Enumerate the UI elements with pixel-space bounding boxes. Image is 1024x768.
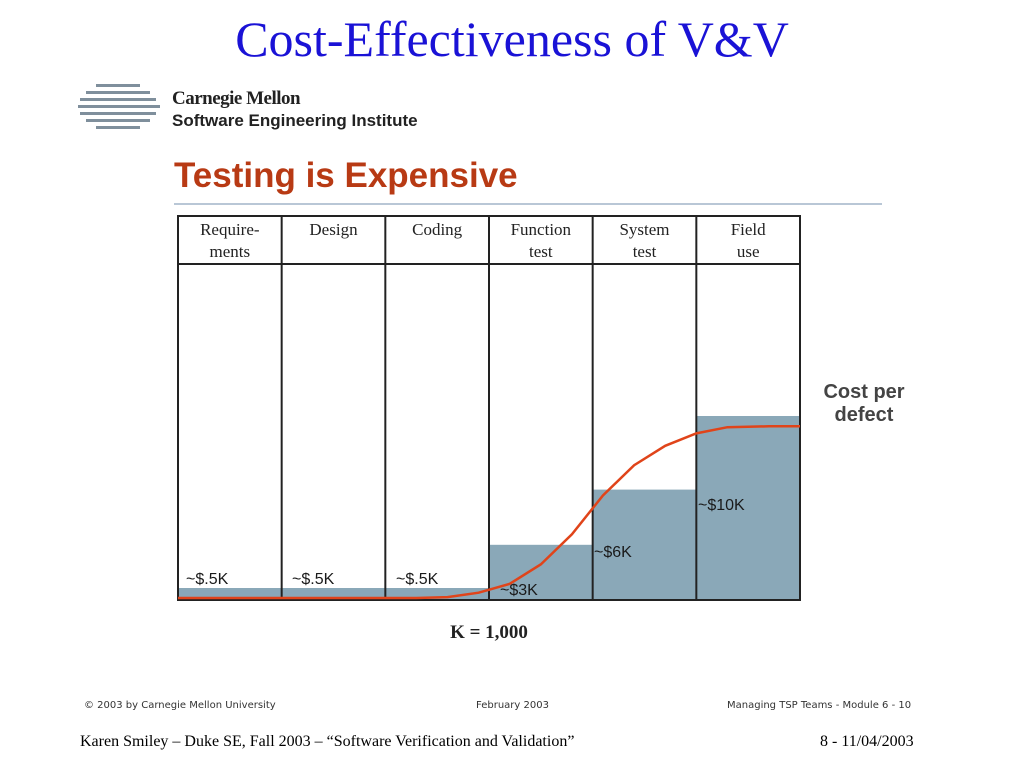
cost-chart: Require-ments Design Coding Function test Sys… xyxy=(177,215,905,643)
category-label-2: Coding xyxy=(412,220,463,239)
value-label-2: ~$.5K xyxy=(396,571,439,588)
footer-page: 8 - 11/04/2003 xyxy=(820,733,914,750)
slide-title: Cost-Effectiveness of V&V xyxy=(235,11,789,67)
sei-logo: Carnegie Mellon Software Engineering Ins… xyxy=(78,82,478,136)
logo-line2: Software Engineering Institute xyxy=(172,111,418,130)
bar-4 xyxy=(592,489,697,600)
footer-course: Karen Smiley – Duke SE, Fall 2003 – “Sof… xyxy=(80,733,575,750)
footer-date: February 2003 xyxy=(476,700,549,711)
unit-note: K = 1,000 xyxy=(450,622,528,643)
value-label-4: ~$6K xyxy=(594,544,632,561)
cmu-logo-lines-icon xyxy=(78,84,160,129)
section-title: Testing is Expensive xyxy=(174,156,518,195)
bar-5 xyxy=(696,416,800,600)
category-label-5: Field use xyxy=(731,220,766,261)
category-label-4: System test xyxy=(619,220,669,261)
footer-copyright: © 2003 by Carnegie Mellon University xyxy=(84,700,276,711)
value-label-5: ~$10K xyxy=(698,497,745,514)
cost-curve xyxy=(178,425,800,600)
value-label-1: ~$.5K xyxy=(292,571,335,588)
category-label-3: Function test xyxy=(511,220,572,261)
category-label-0: Require-ments xyxy=(200,220,260,261)
value-label-3: ~$3K xyxy=(500,582,538,599)
title-underline xyxy=(174,203,882,205)
footer-module: Managing TSP Teams - Module 6 - 10 xyxy=(727,700,912,711)
bar-3 xyxy=(489,544,593,600)
logo-text: Carnegie Mellon Software Engineering Ins… xyxy=(172,88,418,131)
logo-line1: Carnegie Mellon xyxy=(172,88,301,109)
value-label-0: ~$.5K xyxy=(186,571,229,588)
cost-per-defect-label: Cost per defect xyxy=(823,381,904,426)
category-label-1: Design xyxy=(309,220,358,239)
